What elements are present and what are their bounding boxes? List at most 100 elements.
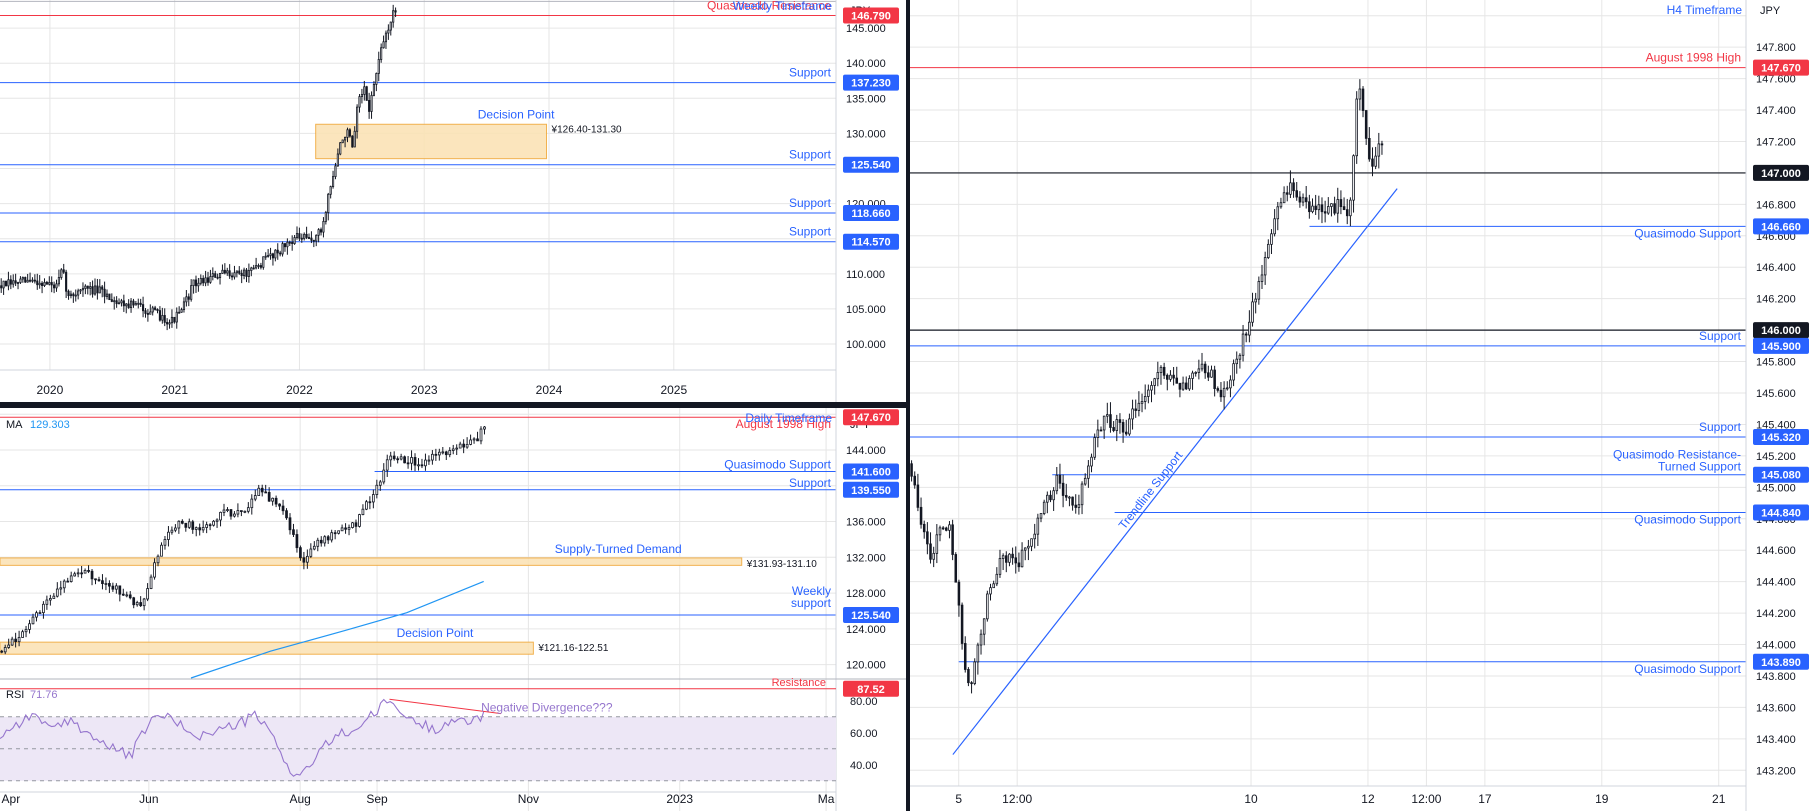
daily-candle-body xyxy=(135,602,139,606)
h4-candle-body xyxy=(1235,358,1239,365)
weekly-candle-body xyxy=(180,309,183,313)
price-tag: 147.670 xyxy=(1761,63,1801,75)
daily-candle-body xyxy=(295,534,299,549)
y-tick-label: 146.800 xyxy=(1756,199,1796,211)
h4-candle-body xyxy=(1342,206,1346,211)
h4-candle-body xyxy=(973,661,976,684)
daily-candle-body xyxy=(24,628,28,633)
weekly-candle-body xyxy=(2,280,5,289)
weekly-candle-body xyxy=(36,280,39,286)
weekly-candle-body xyxy=(387,29,390,34)
daily-candle-body xyxy=(399,456,403,460)
daily-candle-body xyxy=(212,520,215,526)
level-label-line1: Quasimodo Resistance- xyxy=(1613,448,1741,462)
weekly-candle-body xyxy=(382,41,385,49)
y-tick-label: 145.600 xyxy=(1756,388,1796,400)
weekly-candle-body xyxy=(363,86,366,95)
h4-candle-body xyxy=(970,682,973,685)
weekly-candle-body xyxy=(262,256,265,268)
h4-candle-body xyxy=(1011,553,1014,559)
h4-candle-body xyxy=(1049,494,1052,501)
rsi-label: RSI xyxy=(6,689,24,701)
y-tick-label: 145.000 xyxy=(1756,482,1796,494)
level-label: Quasimodo Support xyxy=(1634,226,1741,240)
x-tick-label: Aug xyxy=(289,792,310,806)
h4-candle-body xyxy=(1304,197,1308,203)
daily-candle-body xyxy=(417,464,420,467)
daily-candle-body xyxy=(458,443,462,449)
price-tag-bg xyxy=(843,680,899,697)
h4-candle-body xyxy=(922,523,926,533)
weekly-candle-body xyxy=(291,241,294,245)
h4-candle-body xyxy=(986,593,989,620)
weekly-candle-body xyxy=(334,165,337,177)
h4-candle-body xyxy=(1093,437,1096,458)
x-tick-label: Sep xyxy=(366,792,388,806)
weekly-y-axis: JPY100.000105.000110.000115.000120.00012… xyxy=(835,0,899,406)
weekly-candle-body xyxy=(317,229,320,236)
h4-candle-body xyxy=(1159,366,1163,373)
level-label: August 1998 High xyxy=(1646,51,1741,65)
weekly-candle-body xyxy=(336,153,339,167)
daily-candle-body xyxy=(476,438,479,442)
weekly-candle-body xyxy=(168,322,171,325)
daily-candle-body xyxy=(94,578,97,581)
daily-candle-body xyxy=(35,612,38,618)
weekly-candle-body xyxy=(344,136,347,141)
weekly-candle-body xyxy=(329,186,332,195)
price-tag: 147.000 xyxy=(1761,168,1801,180)
h4-candle-body xyxy=(1263,257,1267,276)
weekly-candle-body xyxy=(79,289,82,292)
h4-candle-body xyxy=(1102,415,1106,431)
h4-candle-body xyxy=(1311,205,1314,213)
weekly-candle-body xyxy=(230,275,234,278)
weekly-candle-body xyxy=(101,286,104,290)
daily-candle-body xyxy=(28,623,31,630)
weekly-candle-body xyxy=(144,310,147,314)
h4-candle-body xyxy=(1112,427,1115,431)
daily-candle-body xyxy=(472,438,476,441)
h4-candle-body xyxy=(1087,465,1090,479)
h4-candle-body xyxy=(1308,201,1311,213)
daily-candle-body xyxy=(337,530,340,534)
daily-candle-body xyxy=(42,603,45,614)
h4-candle-body xyxy=(1298,196,1302,203)
y-tick-label: 80.00 xyxy=(850,696,878,708)
h4-candle-body xyxy=(1005,555,1008,563)
daily-candle-body xyxy=(243,510,247,513)
weekly-candle-body xyxy=(113,300,116,303)
weekly-candle-body xyxy=(368,100,371,112)
h4-candle-body xyxy=(1267,243,1270,258)
weekly-candle-body xyxy=(250,267,253,271)
vertical-separator xyxy=(906,0,910,811)
weekly-candle-body xyxy=(132,300,135,306)
weekly-candle-body xyxy=(72,293,75,297)
h4-candle-body xyxy=(1052,490,1055,501)
weekly-candle-body xyxy=(125,303,128,307)
h4-candle-body xyxy=(1134,408,1137,411)
weekly-candle-body xyxy=(163,315,166,323)
weekly-candle-body xyxy=(105,293,109,297)
weekly-candle-body xyxy=(252,267,255,270)
x-tick-label: 12 xyxy=(1361,792,1375,806)
h4-candle-body xyxy=(1203,363,1207,374)
weekly-candle-body xyxy=(182,301,186,310)
weekly-candle-body xyxy=(57,277,60,285)
daily-candle-body xyxy=(21,631,24,638)
h4-candle-body xyxy=(1172,374,1175,379)
h4-candle-body xyxy=(1156,372,1160,380)
h4-candle-body xyxy=(1270,233,1273,245)
weekly-candle-body xyxy=(4,280,8,287)
h4-candle-body xyxy=(1061,482,1065,496)
h4-candle-body xyxy=(1131,408,1134,420)
h4-candle-body xyxy=(910,463,913,477)
h4-candle-body xyxy=(1349,199,1352,217)
daily-candle-body xyxy=(153,562,156,578)
weekly-candle-body xyxy=(288,241,291,244)
weekly-candle-body xyxy=(228,270,231,277)
daily-candle-body xyxy=(410,457,413,464)
weekly-candle-body xyxy=(103,288,106,297)
h4-candle-body xyxy=(1213,369,1216,389)
weekly-candle-body xyxy=(351,135,354,148)
daily-candle-body xyxy=(149,576,153,589)
